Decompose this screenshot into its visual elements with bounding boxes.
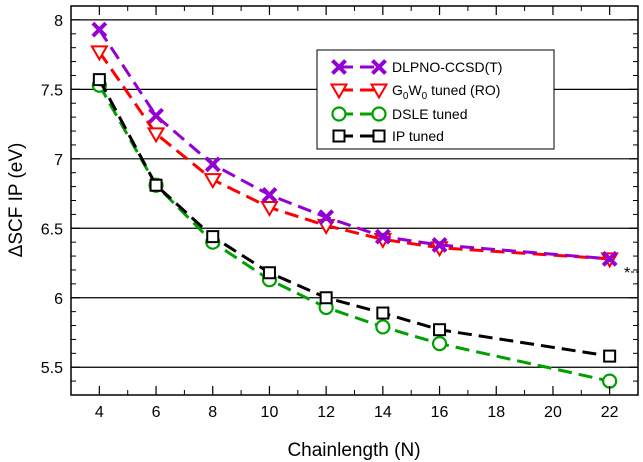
data-point: [602, 373, 618, 389]
annotation-asterisk: *: [624, 265, 630, 282]
legend-marker: [369, 83, 389, 100]
y-axis-label: ΔSCF IP (eV): [6, 143, 27, 258]
data-point: [374, 228, 391, 245]
data-point: [262, 266, 276, 280]
x-tick-label: 20: [544, 404, 562, 421]
data-point: [92, 73, 106, 87]
legend-label: DLPNO-CCSD(T): [392, 59, 502, 75]
legend-marker: [331, 106, 347, 122]
data-point: [319, 291, 333, 305]
legend-entry: DSLE tuned: [331, 106, 468, 122]
legend-entry: G0W0 tuned (RO): [329, 82, 500, 102]
series-layer: [90, 21, 619, 389]
data-point: [431, 335, 448, 352]
x-tick-label: 18: [487, 404, 505, 421]
legend-box: [316, 49, 555, 150]
data-point: [203, 173, 222, 190]
legend-marker: [332, 129, 346, 143]
data-point: [431, 237, 448, 253]
y-tick-label: 5.5: [41, 360, 63, 377]
data-point: [375, 319, 391, 335]
data-point: [148, 107, 164, 124]
y-tick-label: 6: [54, 291, 63, 308]
legend-label: G0W0 tuned (RO): [392, 82, 500, 102]
series-line: [98, 28, 610, 261]
y-tick-label: 8: [54, 13, 63, 30]
data-point: [261, 187, 278, 203]
legend-marker: [371, 106, 387, 122]
data-point: [204, 156, 221, 173]
x-tick-label: 6: [152, 404, 161, 421]
series-line: [98, 78, 610, 358]
series-line: [98, 50, 610, 261]
data-point: [376, 306, 390, 320]
x-tick-label: 14: [374, 404, 392, 421]
x-tick-label: 8: [208, 404, 217, 421]
y-tick-label: 6.5: [41, 221, 63, 238]
y-tick-label: 7.5: [41, 82, 63, 99]
x-axis-label: Chainlength (N): [287, 440, 420, 461]
x-tick-label: 4: [95, 404, 104, 421]
legend: DLPNO-CCSD(T) G0W0 tuned (RO) DSLE tuned IP…: [316, 49, 555, 150]
data-point: [433, 323, 447, 337]
legend-label: DSLE tuned: [392, 106, 468, 122]
data-point: [318, 209, 335, 226]
series-0: [91, 21, 618, 267]
tick-labels: 5.5 6 6.5 7 7.5 8 4 6 8 10 12 14 16 18 20 22: [41, 13, 619, 421]
x-tick-label: 16: [431, 404, 449, 421]
data-point: [260, 200, 279, 217]
legend-entry: IP tuned: [332, 128, 444, 144]
x-tick-label: 22: [601, 404, 619, 421]
data-point: [601, 250, 618, 267]
data-point: [146, 127, 166, 144]
data-point: [603, 349, 617, 363]
data-point: [90, 45, 109, 62]
data-point: [149, 178, 163, 192]
legend-marker: [372, 129, 386, 143]
y-tick-label: 7: [54, 152, 63, 169]
legend-entry: DLPNO-CCSD(T): [331, 59, 502, 75]
series-3: [92, 73, 617, 363]
x-tick-label: 10: [261, 404, 279, 421]
legend-marker: [329, 83, 349, 100]
x-tick-label: 12: [317, 404, 335, 421]
legend-label: IP tuned: [392, 128, 444, 144]
legend-marker: [331, 59, 347, 75]
data-point: [91, 21, 108, 38]
data-point: [206, 230, 220, 244]
axis-ticks: [70, 5, 639, 396]
legend-marker: [371, 59, 387, 75]
